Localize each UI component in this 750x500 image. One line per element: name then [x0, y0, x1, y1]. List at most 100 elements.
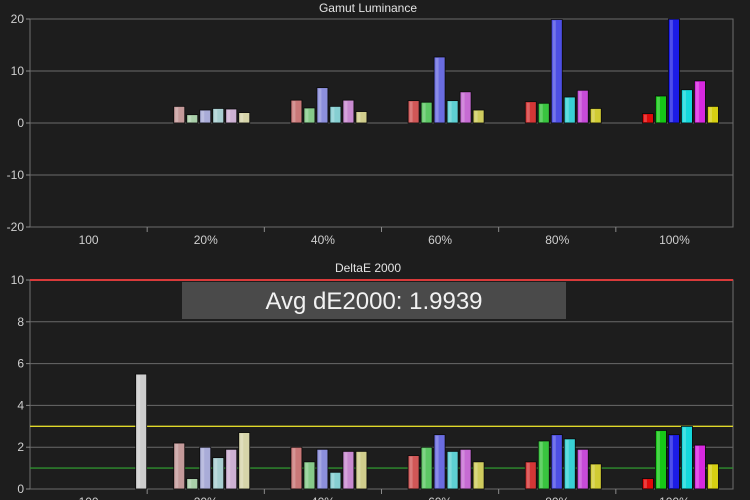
bottom-x-tick-label: 20% — [194, 495, 218, 500]
top-bar-highlight — [201, 111, 205, 122]
bottom-bar-80pct-magenta — [576, 448, 589, 490]
bottom-bar-100pct-blue — [668, 434, 680, 490]
top-bar-20pct-red — [173, 105, 186, 124]
bottom-bar-highlight — [344, 452, 348, 488]
bottom-bar-40pct-green — [303, 461, 316, 490]
bottom-bar-highlight — [578, 450, 582, 488]
top-bar-100pct-yellow — [707, 105, 719, 124]
bottom-bar-highlight — [201, 448, 205, 488]
bottom-bar-highlight — [565, 439, 569, 488]
bottom-bar-highlight — [448, 452, 452, 488]
top-x-tick-label: 100% — [659, 233, 690, 247]
bottom-bar-80pct-blue — [550, 434, 563, 490]
bottom-bar-highlight — [461, 450, 465, 488]
top-bar-80pct-yellow — [589, 108, 602, 124]
bottom-bar-80pct-red — [524, 461, 537, 490]
top-bar-highlight — [552, 20, 556, 122]
deltae-2000-chart: DeltaE 2000 Avg dE2000: 1.9939 10 8 6 4 2 0 1… — [11, 261, 734, 500]
top-bar-20pct-blue — [199, 109, 212, 124]
bottom-bar-40pct-cyan — [329, 471, 342, 490]
top-bar-60pct-green — [420, 101, 433, 124]
bottom-bar-20pct-magenta — [225, 448, 238, 490]
bottom-x-tick-label: 100% — [659, 495, 690, 500]
top-bar-20pct-yellow — [238, 112, 251, 124]
top-bar-highlight — [565, 98, 569, 122]
bottom-x-tick-label: 40% — [311, 495, 335, 500]
top-bar-highlight — [409, 101, 413, 122]
top-y-tick-label: 20 — [11, 12, 25, 26]
avg-dE-label: Avg dE2000: 1.9939 — [265, 288, 482, 315]
top-bar-highlight — [188, 115, 192, 122]
top-bar-60pct-blue — [433, 56, 446, 124]
bottom-bar-highlight — [305, 462, 309, 488]
top-bar-100pct-green — [655, 95, 667, 124]
top-bar-highlight — [344, 101, 348, 122]
gamut-luminance-title: Gamut Luminance — [319, 1, 417, 15]
bottom-bar-highlight — [435, 435, 439, 488]
avg-dE-box — [182, 282, 566, 319]
top-bar-40pct-blue — [316, 87, 329, 124]
top-bar-60pct-yellow — [472, 109, 485, 124]
top-bar-80pct-red — [524, 101, 537, 124]
top-bar-highlight — [474, 111, 478, 122]
top-bar-40pct-green — [303, 107, 316, 124]
top-bar-highlight — [240, 113, 244, 122]
top-bar-highlight — [227, 109, 231, 122]
top-bar-20pct-green — [186, 114, 199, 124]
top-bar-highlight — [578, 91, 582, 122]
bottom-bar-20pct-yellow — [238, 432, 251, 490]
bottom-bar-100pct-green — [655, 430, 667, 490]
top-bar-60pct-cyan — [446, 100, 459, 124]
bottom-x-tick-label: 100 — [79, 495, 99, 500]
bottom-bar-100-red — [135, 373, 148, 490]
gamut-luminance-bars — [173, 18, 719, 124]
top-bar-80pct-green — [537, 102, 550, 124]
top-bar-60pct-magenta — [459, 91, 472, 124]
bottom-bar-highlight — [318, 450, 322, 488]
top-bar-highlight — [539, 104, 543, 122]
top-bar-80pct-cyan — [563, 96, 576, 124]
bottom-bar-highlight — [188, 479, 192, 488]
bottom-bar-80pct-yellow — [589, 463, 602, 490]
bottom-bar-highlight — [331, 473, 335, 488]
bottom-bar-40pct-red — [290, 446, 303, 490]
top-bar-20pct-cyan — [212, 108, 225, 124]
bottom-bar-100pct-cyan — [681, 425, 693, 490]
deltae-reference-lines — [30, 279, 733, 469]
bottom-bar-40pct-blue — [316, 448, 329, 490]
bottom-bar-20pct-cyan — [212, 457, 225, 490]
top-bar-highlight — [357, 112, 361, 122]
bottom-bar-highlight — [422, 448, 426, 488]
bottom-bar-highlight — [656, 431, 660, 488]
top-y-tick-label: -10 — [7, 168, 25, 182]
top-bar-100pct-red — [642, 113, 654, 124]
top-bar-40pct-red — [290, 99, 303, 124]
top-bar-highlight — [292, 101, 296, 122]
bottom-bar-highlight — [292, 448, 296, 488]
top-bar-highlight — [214, 109, 218, 122]
gamut-luminance-y-axis: 20 10 0 -10 -20 — [7, 12, 25, 234]
bottom-bar-highlight — [240, 433, 244, 488]
top-bar-80pct-blue — [550, 19, 563, 124]
top-bar-40pct-cyan — [329, 105, 342, 124]
bottom-y-tick-label: 10 — [11, 273, 25, 287]
bottom-bar-highlight — [227, 450, 231, 488]
bottom-bar-60pct-red — [407, 455, 420, 490]
bottom-bar-highlight — [682, 427, 686, 488]
top-bar-highlight — [175, 107, 179, 122]
top-x-tick-label: 100 — [79, 233, 99, 247]
bottom-bar-60pct-cyan — [446, 450, 459, 490]
bottom-bar-20pct-green — [186, 478, 199, 490]
deltae-title: DeltaE 2000 — [335, 261, 401, 275]
bottom-bar-40pct-yellow — [355, 450, 368, 490]
top-bar-highlight — [331, 107, 335, 122]
top-bar-highlight — [422, 103, 426, 122]
top-bar-40pct-yellow — [355, 111, 368, 124]
bottom-y-tick-label: 8 — [17, 315, 24, 329]
top-x-tick-label: 40% — [311, 233, 335, 247]
bottom-bar-60pct-magenta — [459, 448, 472, 490]
top-y-tick-label: 10 — [11, 64, 25, 78]
top-x-tick-label: 60% — [428, 233, 452, 247]
bottom-bar-80pct-green — [537, 440, 550, 490]
